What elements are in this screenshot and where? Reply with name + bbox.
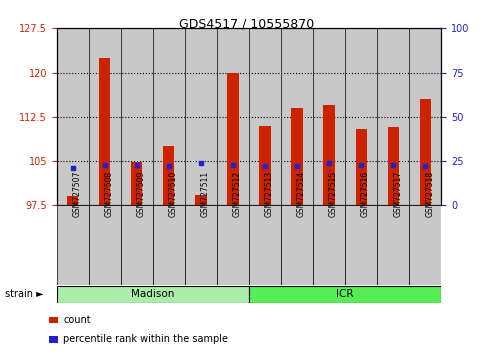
Bar: [387, 127, 399, 205]
Text: GSM727507: GSM727507: [73, 171, 82, 217]
Bar: [121, 28, 153, 205]
Text: GSM727518: GSM727518: [425, 171, 434, 217]
Bar: [345, 205, 377, 285]
Text: ICR: ICR: [336, 289, 354, 299]
Text: percentile rank within the sample: percentile rank within the sample: [63, 335, 228, 344]
Bar: [195, 195, 207, 205]
Bar: [227, 73, 239, 205]
Bar: [217, 28, 249, 205]
Text: GSM727517: GSM727517: [393, 171, 402, 217]
Bar: [185, 205, 217, 285]
Bar: [89, 28, 121, 205]
Bar: [249, 205, 281, 285]
Bar: [313, 205, 345, 285]
Bar: [99, 58, 110, 205]
Bar: [67, 196, 78, 205]
Text: GSM727516: GSM727516: [361, 171, 370, 217]
Text: GSM727515: GSM727515: [329, 171, 338, 217]
Text: strain ►: strain ►: [5, 289, 43, 299]
Bar: [121, 205, 153, 285]
Bar: [57, 28, 89, 205]
Bar: [57, 205, 89, 285]
Bar: [377, 205, 409, 285]
Bar: [313, 28, 345, 205]
Text: GSM727512: GSM727512: [233, 171, 242, 217]
Text: count: count: [63, 315, 91, 325]
Bar: [57, 286, 249, 303]
Bar: [163, 146, 175, 205]
Text: GDS4517 / 10555870: GDS4517 / 10555870: [179, 18, 314, 31]
Bar: [89, 205, 121, 285]
Bar: [323, 105, 335, 205]
Text: Madison: Madison: [131, 289, 175, 299]
Bar: [259, 126, 271, 205]
Text: GSM727509: GSM727509: [137, 171, 146, 217]
Text: GSM727514: GSM727514: [297, 171, 306, 217]
Text: GSM727511: GSM727511: [201, 171, 210, 217]
Text: GSM727513: GSM727513: [265, 171, 274, 217]
Bar: [355, 129, 367, 205]
Bar: [281, 28, 313, 205]
Bar: [249, 28, 281, 205]
Bar: [153, 28, 185, 205]
Bar: [185, 28, 217, 205]
Bar: [153, 205, 185, 285]
Bar: [409, 205, 441, 285]
Bar: [217, 205, 249, 285]
Bar: [281, 205, 313, 285]
Text: GSM727508: GSM727508: [105, 171, 114, 217]
Bar: [131, 162, 142, 205]
Bar: [345, 28, 377, 205]
Bar: [249, 286, 441, 303]
Bar: [377, 28, 409, 205]
Text: GSM727510: GSM727510: [169, 171, 178, 217]
Bar: [409, 28, 441, 205]
Bar: [291, 108, 303, 205]
Bar: [420, 99, 431, 205]
